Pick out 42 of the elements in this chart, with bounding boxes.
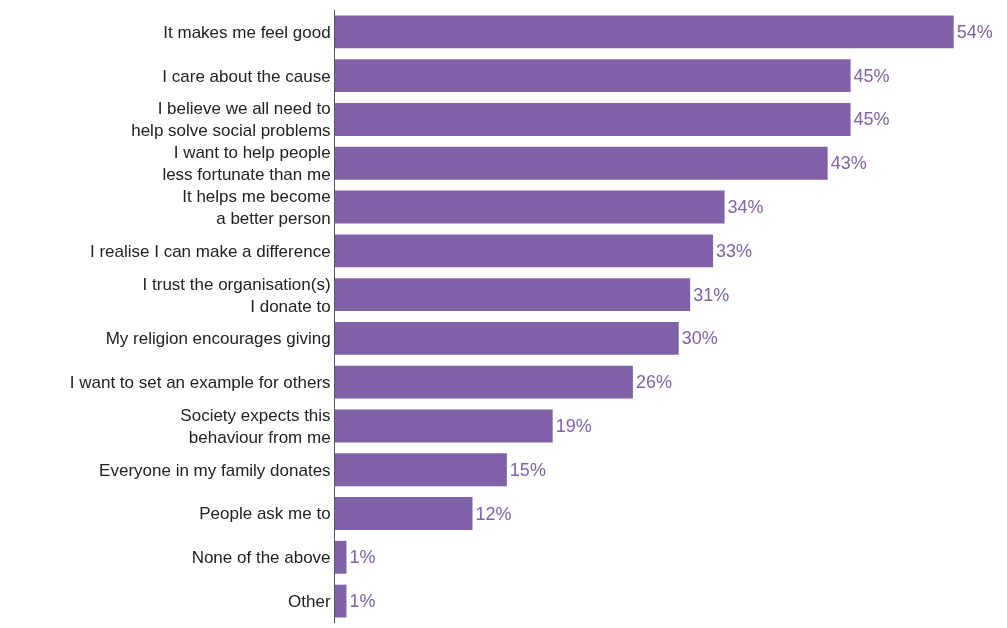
bar xyxy=(335,497,473,530)
bar xyxy=(335,409,553,443)
data-label: 34% xyxy=(727,197,764,218)
data-label: 30% xyxy=(681,328,718,349)
data-label: 15% xyxy=(509,459,546,480)
data-label: 45% xyxy=(853,65,890,86)
data-label: 33% xyxy=(716,240,753,261)
y-tick-label: None of the above xyxy=(191,548,331,568)
bar xyxy=(335,234,714,268)
data-label: 54% xyxy=(956,21,993,42)
bar xyxy=(335,278,691,312)
y-tick-label: Society expects this behaviour from me xyxy=(180,405,331,447)
y-tick-label: I care about the cause xyxy=(162,66,331,86)
y-tick-label: People ask me to xyxy=(199,504,331,524)
bar xyxy=(335,190,725,224)
bar xyxy=(335,321,679,355)
data-label: 12% xyxy=(475,503,512,524)
bar xyxy=(335,103,851,136)
data-label: 31% xyxy=(693,284,730,305)
y-tick-label: My religion encourages giving xyxy=(105,329,331,349)
bar xyxy=(335,59,851,93)
y-tick-label: I believe we all need to help solve social problems xyxy=(131,99,331,141)
data-label: 19% xyxy=(555,415,592,436)
bar xyxy=(335,146,828,180)
y-tick-label: Everyone in my family donates xyxy=(99,460,331,480)
data-label: 1% xyxy=(349,591,376,612)
bar xyxy=(335,453,507,487)
bar xyxy=(335,15,954,49)
y-tick-label: Other xyxy=(288,592,331,612)
bar xyxy=(335,365,633,399)
y-tick-label: I want to set an example for others xyxy=(69,373,331,393)
data-label: 45% xyxy=(853,109,890,130)
y-tick-label: I realise I can make a difference xyxy=(89,241,331,261)
y-tick-label: It helps me become a better person xyxy=(182,186,331,229)
y-tick-label: I want to help people less fortunate than me xyxy=(162,143,331,185)
bar xyxy=(335,584,347,618)
y-tick-label: I trust the organisation(s) I donate to xyxy=(142,274,331,316)
data-label: 1% xyxy=(349,547,376,568)
y-tick-label: It makes me feel good xyxy=(163,22,331,42)
data-label: 43% xyxy=(830,153,867,174)
bar xyxy=(335,540,347,574)
data-label: 26% xyxy=(635,372,672,393)
